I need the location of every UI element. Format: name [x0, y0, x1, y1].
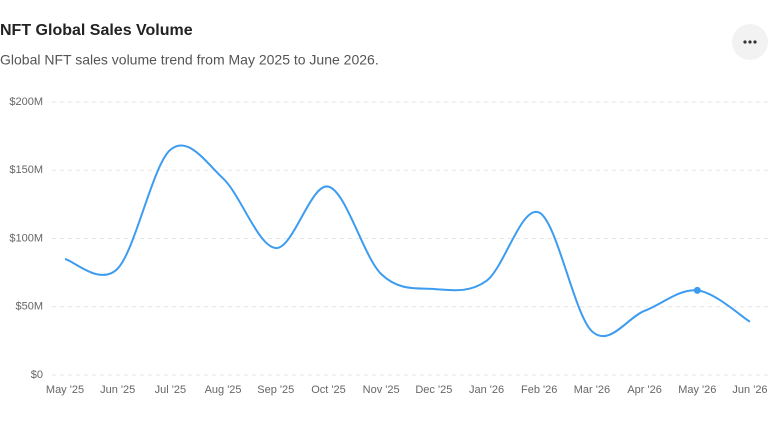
line — [64, 144, 751, 338]
x-tick-label: Dec '25 — [415, 384, 452, 396]
chart-title: NFT Global Sales Volume — [0, 22, 193, 39]
x-tick-label: Jul '25 — [155, 384, 186, 396]
x-tick-label: May '26 — [678, 384, 716, 396]
x-tick-label: Sep '25 — [257, 384, 294, 396]
y-tick-label: $50M — [15, 301, 43, 313]
highlight-point — [693, 286, 701, 294]
y-tick-label: $100M — [9, 232, 43, 244]
x-tick-label: Nov '25 — [363, 384, 400, 396]
x-tick-label: Jun '26 — [732, 384, 767, 396]
x-tick-label: Jun '25 — [100, 384, 135, 396]
x-tick-label: Jan '26 — [469, 384, 504, 396]
x-tick-label: Oct '25 — [311, 384, 346, 396]
x-tick-label: Apr '26 — [627, 384, 662, 396]
x-tick-label: May '25 — [46, 384, 84, 396]
y-tick-label: $150M — [9, 164, 43, 176]
y-tick-label: $0 — [31, 369, 43, 381]
x-tick-label: Feb '26 — [521, 384, 557, 396]
y-tick-label: $200M — [9, 96, 43, 108]
chart-subtitle: Global NFT sales volume trend from May 2… — [0, 52, 379, 68]
x-tick-label: Mar '26 — [574, 384, 610, 396]
menu-button[interactable] — [732, 24, 768, 60]
x-tick-label: Aug '25 — [205, 384, 242, 396]
